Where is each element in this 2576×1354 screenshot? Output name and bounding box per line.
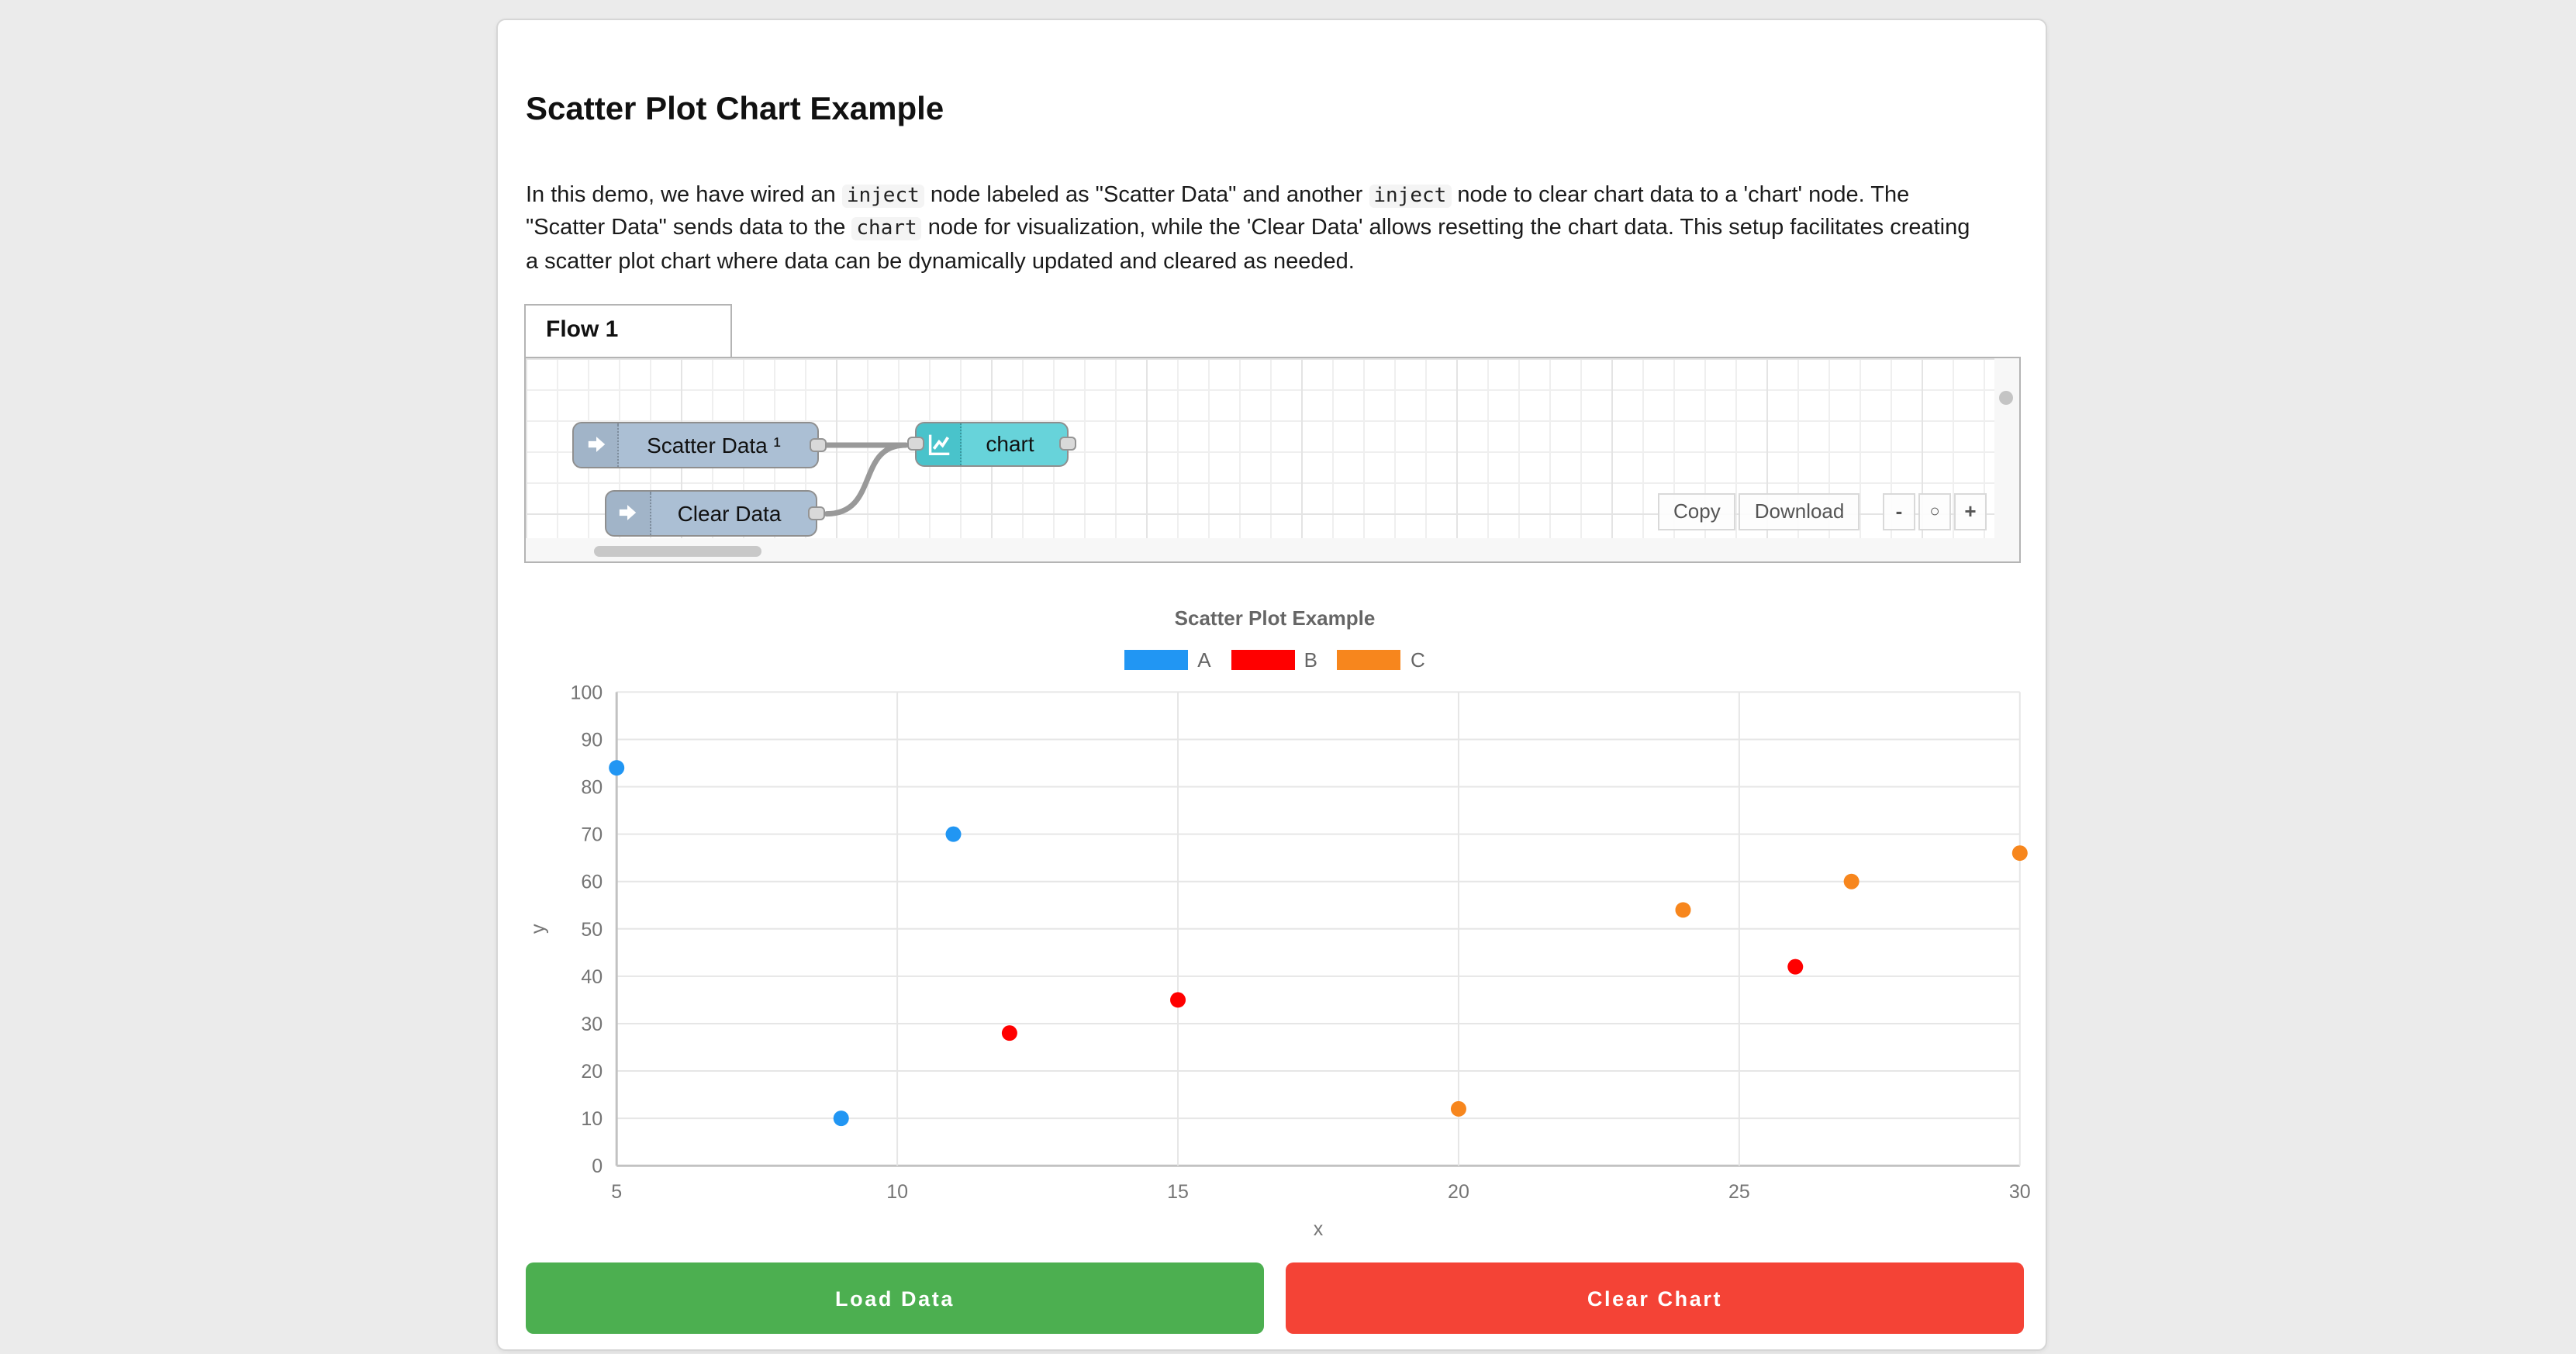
flow-tab[interactable]: Flow 1 xyxy=(524,304,732,357)
description-text: In this demo, we have wired an inject no… xyxy=(526,179,1974,278)
node-label: Scatter Data ¹ xyxy=(647,432,781,457)
text-segment: node to clear chart data to a 'chart' no… xyxy=(526,182,1910,240)
chart-legend: A B C xyxy=(526,648,2024,672)
clear-chart-button[interactable]: Clear Chart xyxy=(1286,1262,2024,1334)
scatter-plot-svg[interactable]: 0 10 20 30 40 50 60 70 80 90 100 5 10 15 20 25 30 x y xyxy=(526,679,2031,1241)
legend-label: A xyxy=(1197,648,1211,672)
inline-code: inject xyxy=(1369,184,1452,207)
inline-code: inject xyxy=(841,184,924,207)
text-segment: In this demo, we have wired an xyxy=(526,182,842,207)
zoom-reset-button[interactable]: ○ xyxy=(1918,492,1951,530)
legend-label: C xyxy=(1410,648,1425,672)
v-scrollbar-thumb[interactable] xyxy=(1999,390,2013,404)
page-title: Scatter Plot Chart Example xyxy=(526,92,944,128)
chart-title: Scatter Plot Example xyxy=(1174,606,1376,630)
y-tick-label: 70 xyxy=(581,824,603,846)
y-tick-label: 0 xyxy=(592,1155,603,1177)
y-tick-label: 30 xyxy=(581,1014,603,1035)
y-tick-label: 10 xyxy=(581,1108,603,1130)
y-tick-label: 50 xyxy=(581,919,603,941)
y-tick-label: 40 xyxy=(581,966,603,988)
inject-arrow-icon xyxy=(606,492,651,534)
x-tick-label: 20 xyxy=(1448,1181,1469,1203)
h-scrollbar-track xyxy=(526,538,1994,561)
data-point-C[interactable] xyxy=(1450,1100,1466,1117)
node-label: chart xyxy=(986,431,1034,457)
data-point-A[interactable] xyxy=(609,760,625,776)
wire-clear-to-chart xyxy=(824,441,909,516)
legend-item[interactable]: B xyxy=(1231,648,1317,672)
zoom-in-button[interactable]: + xyxy=(1954,492,1987,530)
legend-item[interactable]: C xyxy=(1337,648,1425,672)
x-tick-label: 5 xyxy=(611,1181,622,1203)
x-tick-label: 25 xyxy=(1728,1181,1750,1203)
x-tick-label: 10 xyxy=(886,1181,908,1203)
flow-canvas[interactable]: Scatter Data ¹ Clear Data chart xyxy=(524,356,2021,563)
node-input-port[interactable] xyxy=(907,437,924,451)
y-tick-label: 90 xyxy=(581,729,603,751)
load-data-button[interactable]: Load Data xyxy=(526,1262,1264,1334)
node-inject-scatter-data[interactable]: Scatter Data ¹ xyxy=(572,421,826,468)
data-point-A[interactable] xyxy=(945,826,962,842)
y-tick-label: 100 xyxy=(570,682,603,703)
inject-arrow-icon xyxy=(574,423,619,466)
copy-button[interactable]: Copy xyxy=(1658,492,1736,530)
node-output-port[interactable] xyxy=(1058,437,1076,451)
x-tick-label: 30 xyxy=(2009,1181,2031,1203)
wire-svg xyxy=(824,441,909,516)
legend-item[interactable]: A xyxy=(1124,648,1211,672)
data-point-C[interactable] xyxy=(1843,873,1859,889)
zoom-controls: - ○ + xyxy=(1883,492,1987,530)
data-point-C[interactable] xyxy=(1675,902,1691,918)
data-point-A[interactable] xyxy=(833,1110,849,1127)
x-axis-label: x xyxy=(1314,1218,1324,1240)
legend-swatch xyxy=(1337,650,1401,670)
legend-label: B xyxy=(1304,648,1317,672)
legend-swatch xyxy=(1231,650,1295,670)
node-label: Clear Data xyxy=(677,500,782,526)
flow-toolbar: Copy Download xyxy=(1658,492,1860,530)
inline-code: chart xyxy=(851,217,922,240)
download-button[interactable]: Download xyxy=(1739,492,1860,530)
data-point-B[interactable] xyxy=(1001,1025,1017,1041)
data-point-C[interactable] xyxy=(2011,845,2028,862)
node-inject-clear-data[interactable]: Clear Data xyxy=(604,490,825,536)
data-point-B[interactable] xyxy=(1170,992,1186,1008)
data-point-B[interactable] xyxy=(1787,959,1804,975)
x-tick-label: 15 xyxy=(1167,1181,1189,1203)
y-tick-label: 60 xyxy=(581,872,603,893)
h-scrollbar-thumb[interactable] xyxy=(594,546,761,557)
content-card: Scatter Plot Chart Example In this demo,… xyxy=(496,19,2047,1351)
node-chart[interactable]: chart xyxy=(907,421,1076,467)
action-button-row: Load Data Clear Chart xyxy=(526,1262,2024,1334)
flow-tab-label: Flow 1 xyxy=(546,316,619,343)
zoom-out-button[interactable]: - xyxy=(1883,492,1915,530)
node-output-port[interactable] xyxy=(808,506,825,520)
node-output-port[interactable] xyxy=(809,437,826,451)
y-tick-label: 80 xyxy=(581,777,603,799)
y-tick-label: 20 xyxy=(581,1061,603,1083)
text-segment: node for visualization, while the 'Clear… xyxy=(526,216,1970,274)
legend-swatch xyxy=(1124,650,1189,670)
y-axis-label: y xyxy=(527,924,549,934)
text-segment: node labeled as "Scatter Data" and anoth… xyxy=(924,182,1369,207)
